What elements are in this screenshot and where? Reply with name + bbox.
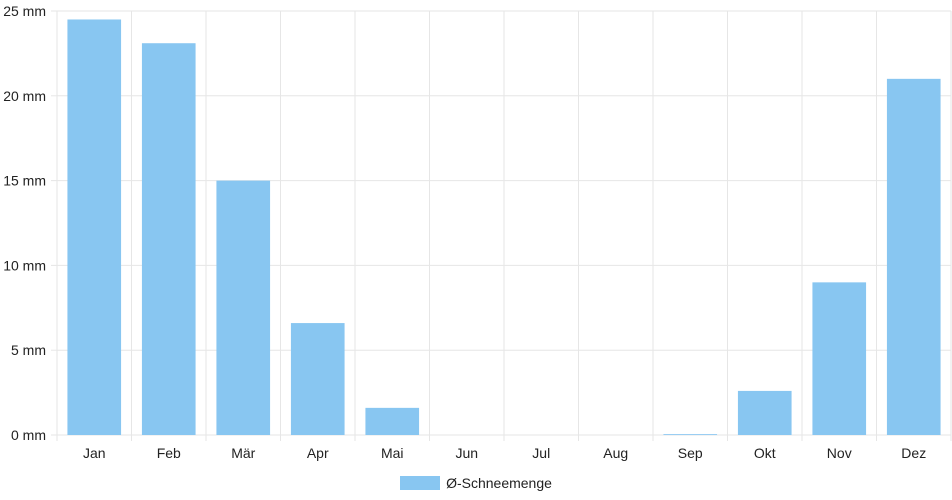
y-tick-label: 20 mm	[3, 88, 46, 104]
x-axis: Jan Feb Mär Apr Mai Jun Jul Aug Sep Okt Nov Dez	[83, 445, 926, 461]
x-tick-label: Nov	[827, 445, 852, 461]
x-tick-label: Dez	[901, 445, 926, 461]
bar[interactable]	[141, 43, 196, 435]
bar[interactable]	[663, 434, 718, 435]
bar[interactable]	[216, 180, 271, 435]
bar[interactable]	[886, 78, 941, 435]
y-tick-label: 5 mm	[11, 342, 46, 358]
bar[interactable]	[290, 323, 345, 435]
x-tick-label: Feb	[157, 445, 181, 461]
x-tick-label: Jan	[83, 445, 106, 461]
x-tick-label: Mär	[231, 445, 255, 461]
x-tick-label: Mai	[381, 445, 404, 461]
y-axis: 0 mm 5 mm 10 mm 15 mm 20 mm 25 mm	[3, 3, 46, 443]
x-tick-label: Jul	[532, 445, 550, 461]
legend-label: Ø-Schneemenge	[446, 475, 552, 491]
grid	[51, 10, 952, 441]
x-tick-label: Okt	[754, 445, 776, 461]
y-tick-label: 10 mm	[3, 257, 46, 273]
bar[interactable]	[812, 282, 867, 435]
legend-swatch	[400, 476, 441, 490]
x-tick-label: Jun	[455, 445, 478, 461]
bar-series	[67, 19, 941, 435]
bar[interactable]	[365, 407, 420, 435]
bar[interactable]	[737, 390, 792, 435]
bar[interactable]	[67, 19, 122, 435]
y-tick-label: 15 mm	[3, 173, 46, 189]
y-tick-label: 25 mm	[3, 3, 46, 19]
legend[interactable]: Ø-Schneemenge	[0, 472, 952, 494]
y-tick-label: 0 mm	[11, 427, 46, 443]
x-tick-label: Apr	[307, 445, 329, 461]
x-tick-label: Aug	[603, 445, 628, 461]
x-tick-label: Sep	[678, 445, 703, 461]
